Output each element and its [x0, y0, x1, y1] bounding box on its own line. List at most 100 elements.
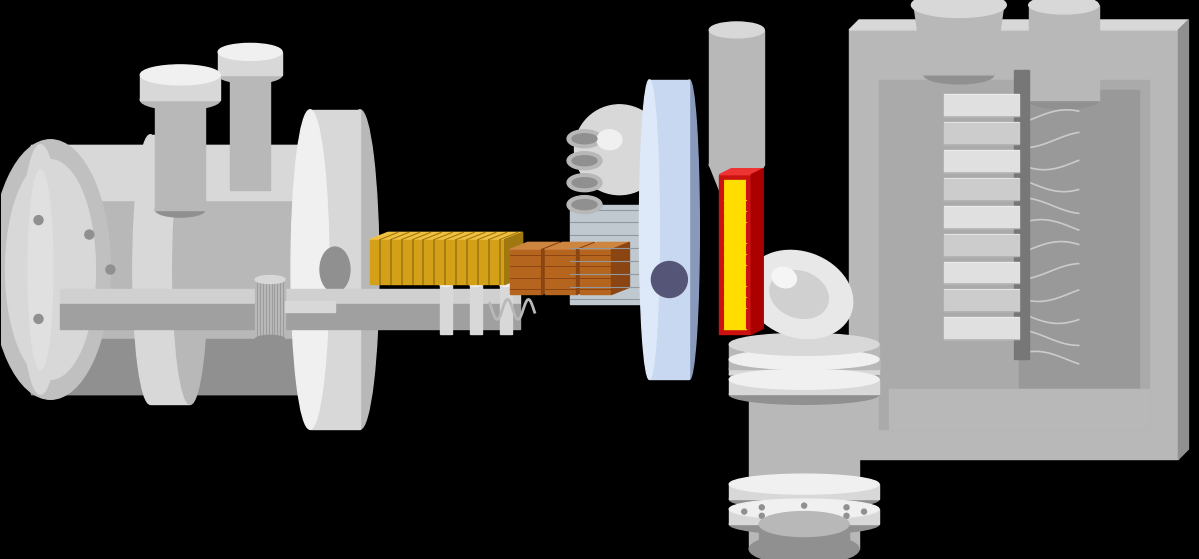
Polygon shape: [710, 30, 764, 165]
Polygon shape: [285, 301, 335, 312]
Ellipse shape: [729, 499, 879, 519]
Ellipse shape: [173, 135, 207, 404]
Polygon shape: [218, 52, 282, 75]
Polygon shape: [510, 243, 560, 249]
Polygon shape: [710, 165, 764, 190]
Polygon shape: [729, 359, 879, 375]
Ellipse shape: [218, 67, 282, 83]
Circle shape: [802, 515, 807, 520]
Ellipse shape: [572, 134, 597, 144]
Polygon shape: [577, 243, 595, 295]
Ellipse shape: [729, 369, 879, 389]
Polygon shape: [888, 389, 1149, 429]
Ellipse shape: [924, 66, 994, 84]
Polygon shape: [944, 122, 1019, 144]
Polygon shape: [30, 145, 341, 394]
Circle shape: [34, 216, 43, 225]
Polygon shape: [370, 240, 505, 285]
Polygon shape: [140, 75, 221, 100]
Ellipse shape: [218, 44, 282, 60]
Ellipse shape: [291, 110, 329, 429]
Circle shape: [802, 503, 807, 508]
Polygon shape: [1179, 20, 1188, 459]
Ellipse shape: [140, 65, 221, 85]
Circle shape: [759, 513, 764, 518]
Ellipse shape: [156, 82, 205, 97]
Ellipse shape: [746, 250, 852, 339]
Ellipse shape: [911, 0, 1006, 17]
Polygon shape: [505, 233, 523, 285]
Circle shape: [742, 509, 747, 514]
Ellipse shape: [567, 196, 602, 214]
Polygon shape: [849, 30, 1179, 459]
Polygon shape: [156, 90, 205, 210]
Ellipse shape: [759, 511, 849, 537]
Ellipse shape: [639, 80, 659, 380]
Ellipse shape: [320, 247, 350, 292]
Polygon shape: [542, 243, 560, 295]
Circle shape: [574, 105, 664, 195]
Ellipse shape: [710, 157, 764, 173]
Polygon shape: [470, 285, 482, 334]
Circle shape: [759, 505, 764, 510]
Polygon shape: [544, 243, 595, 249]
Polygon shape: [570, 205, 650, 305]
Ellipse shape: [572, 156, 597, 165]
Ellipse shape: [470, 282, 482, 286]
Polygon shape: [944, 290, 1019, 311]
Polygon shape: [849, 20, 1188, 30]
Polygon shape: [60, 290, 519, 305]
Polygon shape: [879, 80, 1149, 429]
Polygon shape: [500, 285, 512, 334]
Polygon shape: [944, 206, 1019, 228]
Ellipse shape: [710, 22, 764, 38]
Ellipse shape: [572, 178, 597, 188]
Polygon shape: [30, 339, 341, 394]
Polygon shape: [944, 318, 1019, 339]
Polygon shape: [1014, 70, 1029, 359]
Polygon shape: [611, 243, 629, 295]
Polygon shape: [759, 524, 849, 554]
Circle shape: [106, 265, 115, 274]
Ellipse shape: [749, 344, 858, 375]
Ellipse shape: [567, 174, 602, 192]
Ellipse shape: [140, 90, 221, 110]
Circle shape: [862, 509, 867, 514]
Ellipse shape: [729, 349, 879, 369]
Circle shape: [34, 314, 43, 324]
Ellipse shape: [1029, 91, 1098, 109]
Polygon shape: [944, 94, 1019, 116]
Ellipse shape: [680, 80, 699, 380]
Polygon shape: [150, 135, 191, 404]
Circle shape: [844, 513, 849, 518]
Ellipse shape: [28, 170, 53, 369]
Ellipse shape: [20, 145, 60, 394]
Ellipse shape: [729, 333, 879, 356]
Ellipse shape: [156, 202, 205, 217]
Ellipse shape: [770, 271, 829, 319]
Polygon shape: [729, 344, 879, 369]
Ellipse shape: [0, 140, 110, 399]
Polygon shape: [510, 249, 542, 295]
Polygon shape: [30, 145, 341, 200]
Polygon shape: [752, 169, 764, 334]
Ellipse shape: [729, 489, 879, 509]
Ellipse shape: [133, 135, 168, 404]
Ellipse shape: [597, 130, 622, 150]
Polygon shape: [255, 280, 285, 339]
Polygon shape: [944, 234, 1019, 255]
Polygon shape: [1029, 5, 1098, 100]
Polygon shape: [944, 262, 1019, 283]
Ellipse shape: [255, 276, 285, 283]
Ellipse shape: [6, 160, 96, 380]
Polygon shape: [719, 174, 752, 334]
Ellipse shape: [500, 282, 512, 286]
Polygon shape: [749, 359, 858, 549]
Circle shape: [85, 300, 94, 309]
Polygon shape: [944, 178, 1019, 200]
Polygon shape: [579, 243, 629, 249]
Ellipse shape: [567, 151, 602, 170]
Circle shape: [844, 505, 849, 510]
Polygon shape: [729, 484, 879, 499]
Polygon shape: [230, 60, 270, 190]
